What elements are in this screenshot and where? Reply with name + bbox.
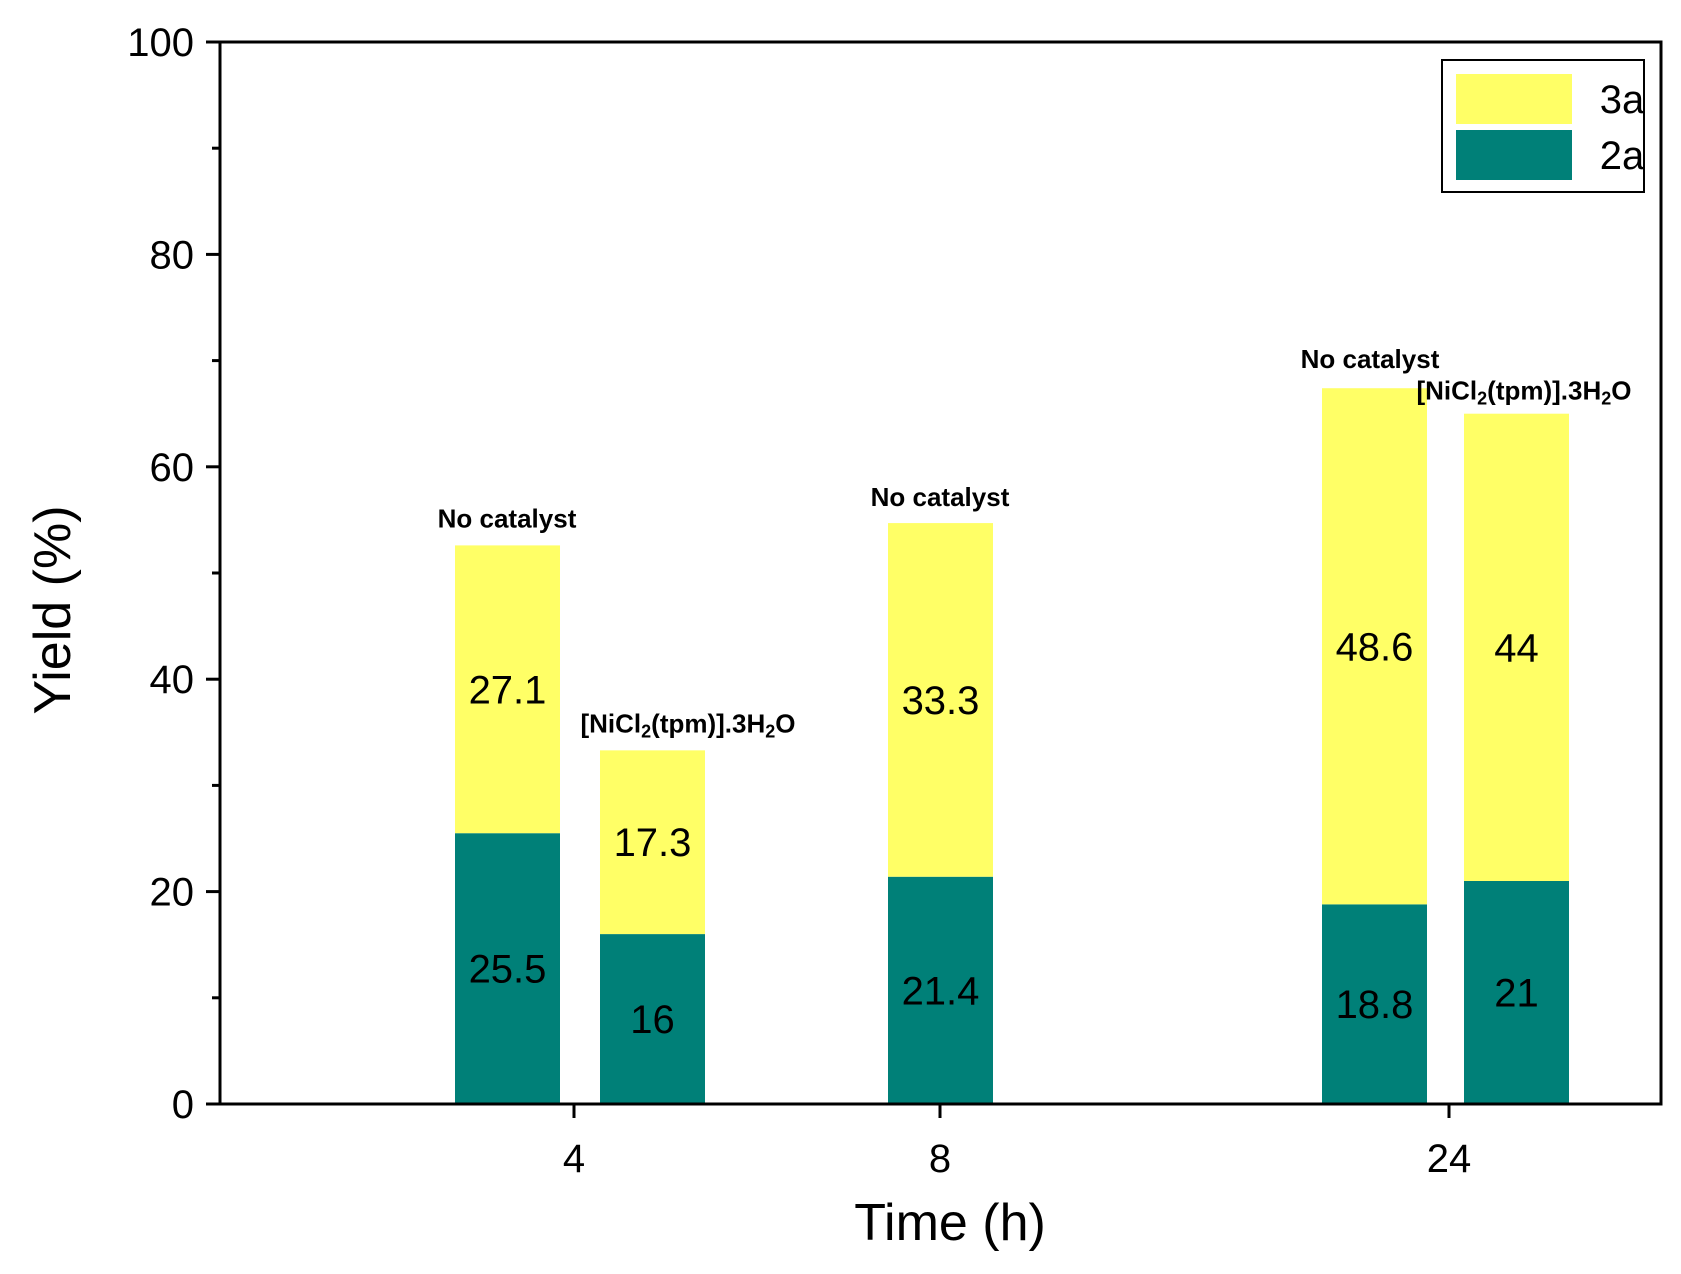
y-tick-label: 40 — [150, 658, 195, 702]
x-axis-title: Time (h) — [854, 1194, 1046, 1252]
legend-swatch-2a — [1456, 130, 1572, 180]
x-tick-label: 8 — [929, 1137, 951, 1181]
bar-segment-2a — [455, 833, 560, 1104]
data-label-3a: 17.3 — [614, 821, 692, 865]
y-tick-label: 100 — [127, 21, 194, 65]
bar-segment-3a — [888, 523, 993, 877]
data-label-3a: 44 — [1494, 626, 1539, 670]
bar-segment-2a — [888, 876, 993, 1104]
bars: 25.5 27.1 No catalyst 16 17.3 [NiCl2(tpm)].3H… — [438, 344, 1632, 1104]
bar-annotation: No catalyst — [1301, 344, 1440, 374]
bar-segment-2a — [1464, 880, 1569, 1104]
data-label-3a: 48.6 — [1336, 625, 1414, 669]
bar-segment-3a — [1464, 413, 1569, 881]
bar-annotation: [NiCl2(tpm)].3H2O — [1416, 376, 1631, 409]
data-label-2a: 25.5 — [469, 948, 547, 992]
y-axis-title: Yield (%) — [24, 505, 82, 714]
y-tick-label: 0 — [172, 1083, 194, 1127]
bar-segment-3a — [455, 545, 560, 834]
legend-label-3a: 3a — [1600, 78, 1645, 122]
x-tick-label: 24 — [1427, 1137, 1472, 1181]
data-label-3a: 33.3 — [902, 679, 980, 723]
bar-segment-2a — [600, 934, 705, 1104]
x-tick-label: 4 — [563, 1137, 585, 1181]
bar-segment-3a — [600, 750, 705, 935]
bar-annotation: No catalyst — [438, 503, 577, 533]
bar-segment-2a — [1322, 904, 1427, 1104]
bar-annotation: No catalyst — [871, 482, 1010, 512]
data-label-2a: 18.8 — [1336, 983, 1414, 1027]
legend-label-2a: 2a — [1600, 134, 1645, 178]
bar-annotation: [NiCl2(tpm)].3H2O — [580, 708, 795, 741]
bar-segment-3a — [1322, 388, 1427, 905]
y-tick-label: 80 — [150, 233, 195, 277]
axes: 0 20 40 60 80 100 4 8 24 — [127, 21, 1663, 1181]
data-label-3a: 27.1 — [469, 668, 547, 712]
data-label-2a: 16 — [630, 998, 675, 1042]
legend-swatch-3a — [1456, 74, 1572, 124]
data-label-2a: 21.4 — [902, 969, 980, 1013]
y-tick-label: 20 — [150, 871, 195, 915]
y-tick-label: 60 — [150, 446, 195, 490]
data-label-2a: 21 — [1494, 971, 1539, 1015]
